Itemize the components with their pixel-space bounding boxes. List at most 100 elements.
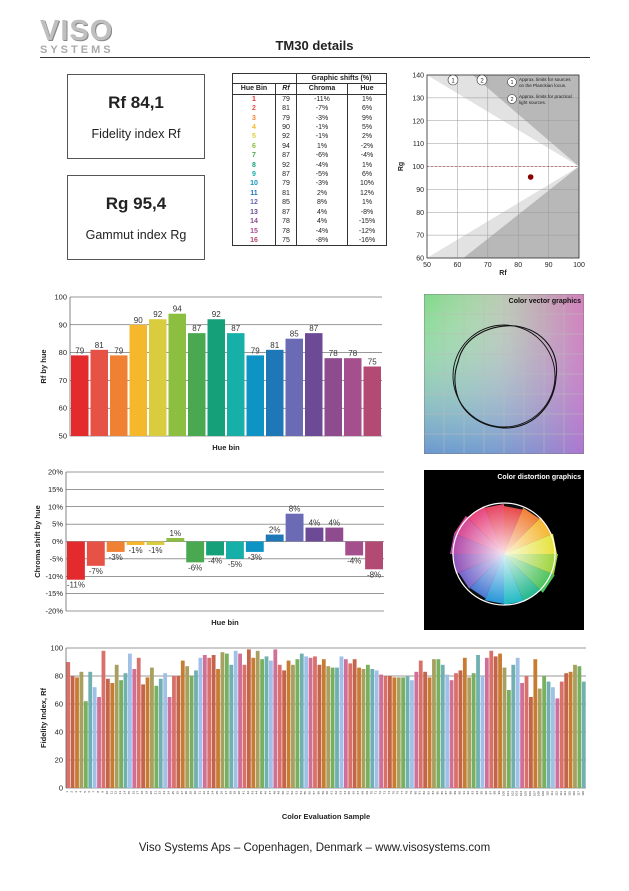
x-tick-label: 77	[400, 791, 404, 795]
hue-table-row: 12 85 8% 1%	[233, 198, 387, 208]
x-tick-label: 107	[532, 791, 536, 796]
bar-value-label: -7%	[89, 567, 103, 576]
ces-bar	[198, 657, 203, 788]
hue-cell: -8%	[347, 207, 387, 218]
x-tick-label: 47	[268, 791, 272, 795]
hue-bar	[188, 333, 206, 436]
ces-bar	[515, 657, 520, 788]
hue-cell: 2%	[347, 132, 387, 142]
x-tick-label: 8	[96, 791, 100, 793]
data-point	[527, 174, 534, 180]
ces-bar	[498, 653, 502, 788]
hue-cell: 6%	[347, 104, 387, 114]
chroma-cell: -11%	[296, 94, 348, 105]
ces-bar	[233, 650, 238, 788]
legend-text: on the Planckian locus.	[519, 83, 566, 88]
graphic-shifts-header: Graphic shifts (%)	[296, 73, 387, 85]
ces-bar	[577, 666, 582, 788]
x-tick-label: 6	[87, 791, 91, 793]
ces-bar	[70, 676, 75, 788]
x-tick-label: 26	[175, 791, 179, 795]
ces-bar	[220, 652, 225, 788]
bar-value-label: 2%	[269, 526, 281, 535]
rf-cell: 94	[275, 141, 297, 152]
ces-bar	[66, 662, 71, 788]
hue-bar	[325, 527, 344, 542]
ces-bar	[339, 656, 344, 788]
hue-bin-cell: 13	[250, 208, 258, 216]
y-tick-label: 0	[59, 784, 63, 793]
x-tick-label: 80	[413, 791, 417, 795]
test-source-contour	[454, 325, 558, 429]
ces-bar	[546, 681, 551, 788]
ces-bar	[132, 669, 137, 788]
hue-cell: 5%	[347, 123, 387, 133]
ces-bar	[273, 649, 278, 788]
y-tick-label: 100	[412, 164, 424, 171]
bar-value-label: 1%	[170, 529, 182, 538]
x-tick-label: 80	[514, 262, 522, 269]
hue-cell: -4%	[347, 151, 387, 161]
hue-bar	[245, 541, 264, 552]
chroma-cell: -7%	[296, 104, 348, 114]
viso-systems-logo: VISO SYSTEMS	[40, 17, 180, 57]
x-tick-label: 18	[140, 791, 144, 795]
ces-bar	[471, 673, 476, 788]
x-tick-label: 58	[316, 791, 320, 795]
x-tick-label: 92	[466, 791, 470, 795]
hue-table-row: 16 75 -8% -16%	[233, 235, 387, 246]
bar-value-label: -6%	[188, 563, 202, 572]
x-tick-label: 57	[312, 791, 316, 795]
plot-frame	[426, 74, 580, 259]
hue-table-row: 5 92 -1% 2%	[233, 132, 387, 142]
ces-bar	[145, 677, 150, 788]
x-tick-label: 73	[382, 791, 386, 795]
y-tick-label: -15%	[45, 589, 63, 598]
ces-bar	[295, 659, 300, 788]
ces-bar	[489, 650, 494, 788]
ces-bar	[414, 671, 419, 788]
bar-value-label: -11%	[67, 581, 85, 590]
ces-bar	[308, 657, 313, 788]
x-tick-label: 86	[440, 791, 444, 795]
bar-value-label: 81	[95, 341, 104, 350]
x-tick-label: 22	[158, 791, 162, 795]
x-tick-label: 63	[338, 791, 342, 795]
x-tick-label: 83	[427, 791, 431, 795]
hue-bar	[344, 358, 362, 436]
hue-bin-cell: 15	[250, 227, 258, 235]
ces-bar	[343, 659, 348, 788]
ces-bar	[277, 664, 282, 788]
bar-value-label: -5%	[228, 560, 242, 569]
ces-bar	[370, 669, 375, 788]
ces-bar	[361, 669, 366, 788]
hue-bar	[265, 534, 284, 542]
bar-value-label: -4%	[347, 556, 361, 565]
x-tick-label: 2	[70, 791, 74, 793]
x-tick-label: 68	[360, 791, 364, 795]
hue-bar	[365, 541, 383, 570]
y-axis-title: Rf by hue	[39, 349, 48, 383]
rf-cell: 87	[275, 207, 297, 218]
rf-cell: 92	[275, 160, 297, 171]
ces-bar	[119, 680, 123, 788]
ces-bar	[242, 664, 247, 788]
x-tick-label: 90	[457, 791, 461, 795]
ces-bar	[533, 659, 538, 788]
hue-bar	[285, 513, 304, 542]
ces-bar	[458, 670, 463, 788]
chroma-shift-chart: -20% -15% -10% -5% 0% 5% 10% 15% 20% -11% -7% -3% -1…	[33, 468, 384, 627]
chroma-cell: -5%	[296, 170, 348, 180]
x-tick-label: 111	[550, 791, 554, 796]
ces-bar	[423, 671, 428, 788]
x-tick-label: 75	[391, 791, 395, 795]
hue-table-row: 2 81 -7% 6%	[233, 104, 387, 114]
rf-by-hue-chart: 50 60 70 80 90 100 79 81 79 90 92 94 87 92 87 79 81 85 87 7…	[39, 293, 382, 452]
bar-value-label: 87	[231, 324, 240, 333]
ces-bar	[418, 660, 423, 788]
ces-bar	[427, 677, 432, 788]
x-tick-label: 112	[554, 791, 558, 796]
x-tick-label: 14	[122, 791, 126, 795]
x-tick-label: 33	[206, 791, 210, 795]
y-tick-label: -5%	[50, 554, 64, 563]
